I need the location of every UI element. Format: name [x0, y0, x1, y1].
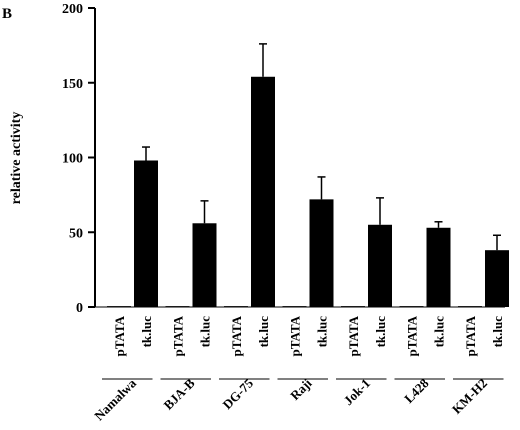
bars	[107, 43, 509, 308]
panel-label: B	[2, 6, 12, 22]
bar	[192, 223, 217, 307]
bar-label: tk.luc	[139, 316, 154, 348]
bar	[458, 306, 482, 308]
y-tick-label: 200	[62, 2, 83, 17]
bar-label: tk.luc	[256, 316, 271, 348]
axes: 0 50 100 150 200	[62, 2, 505, 316]
bar	[224, 306, 248, 308]
bar	[399, 306, 424, 308]
bar-label: pTATA	[405, 315, 420, 356]
bar	[426, 227, 451, 307]
bar	[309, 199, 334, 307]
x-labels: pTATA tk.luc Namalwa pTATA tk.luc BJA-B pTATA t…	[91, 315, 505, 423]
bar-label: tk.luc	[373, 316, 388, 348]
bar	[368, 224, 392, 307]
y-tick-label: 50	[69, 226, 83, 241]
group-label: BJA-B	[160, 375, 197, 412]
bar-label: tk.luc	[432, 316, 447, 348]
y-tick-label: 100	[62, 152, 83, 167]
group-label: L428	[401, 375, 432, 406]
y-tick-label: 0	[76, 301, 83, 316]
bar-label: pTATA	[171, 315, 186, 356]
y-axis-label: relative activity	[9, 112, 24, 205]
bar	[341, 306, 365, 308]
bar-label: tk.luc	[315, 316, 330, 348]
bar-label: tk.luc	[490, 316, 505, 348]
bar-label: pTATA	[288, 315, 303, 356]
bar	[485, 250, 509, 307]
group-label: KM-H2	[449, 376, 490, 417]
group-label: DG-75	[219, 375, 256, 412]
bar	[107, 306, 131, 308]
bar-label: pTATA	[112, 315, 127, 356]
bar-label: pTATA	[229, 315, 244, 356]
group-label: Namalwa	[91, 375, 139, 423]
bar	[165, 306, 190, 308]
group-label: Jok-1	[341, 376, 374, 409]
y-tick-label: 150	[62, 77, 83, 92]
bar-label: pTATA	[346, 315, 361, 356]
bar	[134, 160, 158, 307]
bar	[251, 76, 275, 308]
bar-label: pTATA	[463, 315, 478, 356]
bar	[282, 306, 307, 308]
bar-label: tk.luc	[198, 316, 213, 348]
